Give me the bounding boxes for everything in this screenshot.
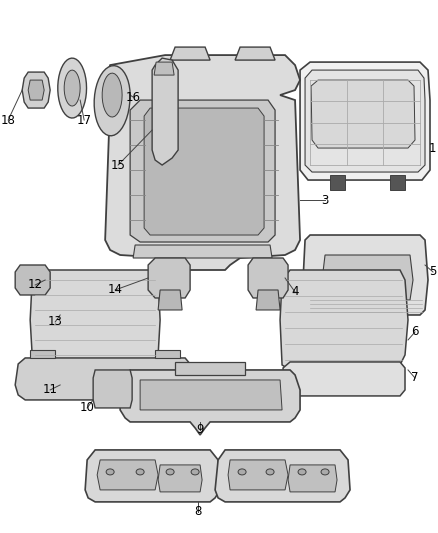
Polygon shape [120,370,300,435]
Text: 6: 6 [411,326,419,338]
Text: 15: 15 [111,158,126,172]
Polygon shape [94,66,130,136]
Text: 4: 4 [291,286,299,298]
Polygon shape [28,80,44,100]
Polygon shape [30,270,160,365]
Polygon shape [170,47,210,60]
Polygon shape [155,350,180,358]
Ellipse shape [266,469,274,475]
Polygon shape [300,62,430,180]
Polygon shape [144,108,264,235]
Polygon shape [58,58,87,118]
Ellipse shape [191,469,199,475]
Polygon shape [256,290,280,310]
Text: 18: 18 [1,114,16,126]
Polygon shape [30,350,55,358]
Polygon shape [175,362,245,375]
Polygon shape [85,450,220,502]
Polygon shape [102,73,122,117]
Text: 1: 1 [428,142,436,155]
Text: 8: 8 [194,505,202,519]
Ellipse shape [136,469,144,475]
Polygon shape [15,265,50,295]
Polygon shape [15,358,193,400]
Polygon shape [22,72,50,108]
Text: 5: 5 [429,265,437,279]
Polygon shape [130,100,275,242]
Polygon shape [93,370,132,408]
Text: 16: 16 [126,91,141,103]
Ellipse shape [298,469,306,475]
Polygon shape [97,460,158,490]
Polygon shape [148,258,190,298]
Text: 13: 13 [48,316,63,328]
Text: 11: 11 [42,383,58,397]
Polygon shape [152,58,178,165]
Polygon shape [280,270,408,370]
Polygon shape [390,175,405,190]
Polygon shape [228,460,288,490]
Polygon shape [133,245,272,258]
Ellipse shape [238,469,246,475]
Ellipse shape [166,469,174,475]
Polygon shape [305,70,425,172]
Polygon shape [330,175,345,190]
Polygon shape [154,62,174,75]
Text: 14: 14 [108,284,123,296]
Ellipse shape [321,469,329,475]
Polygon shape [158,465,202,492]
Polygon shape [303,235,428,315]
Polygon shape [322,255,413,300]
Polygon shape [248,258,288,298]
Text: 7: 7 [411,372,419,384]
Polygon shape [105,55,300,270]
Polygon shape [158,290,182,310]
Polygon shape [64,70,80,106]
Polygon shape [283,362,405,396]
Polygon shape [215,450,350,502]
Text: 9: 9 [196,423,204,437]
Polygon shape [311,80,415,148]
Ellipse shape [106,469,114,475]
Text: 17: 17 [77,114,92,126]
Text: 10: 10 [80,401,95,415]
Polygon shape [140,380,282,410]
Polygon shape [288,465,337,492]
Text: 12: 12 [28,278,42,292]
Polygon shape [235,47,275,60]
Text: 3: 3 [321,193,329,206]
